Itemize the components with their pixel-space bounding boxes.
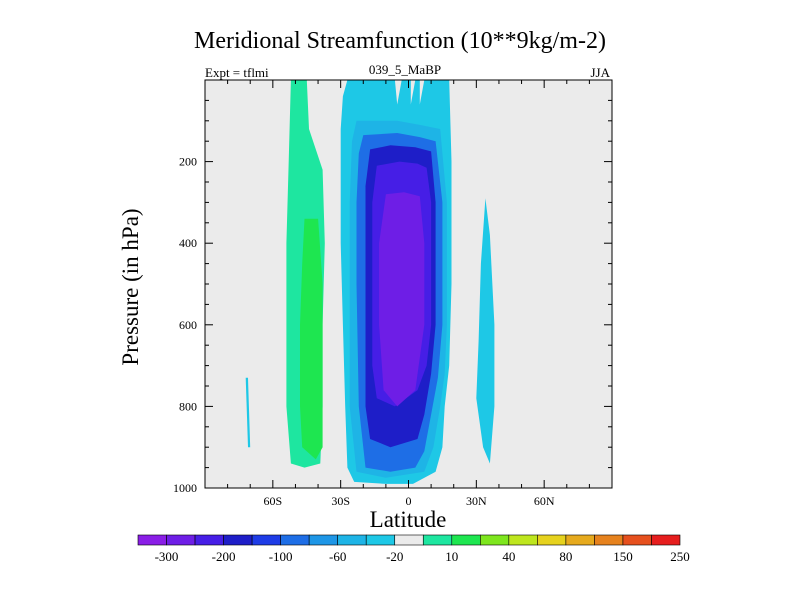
colorbar-label: 250 [670,549,690,564]
colorbar-box [137,534,167,546]
y-axis-label: Pressure (in hPa) [118,208,143,365]
colorbar-label: -100 [269,549,293,564]
y-tick-label: 1000 [173,481,197,495]
contour-region-northern-cell [476,198,495,464]
x-axis-label: Latitude [370,507,447,532]
colorbar-box [194,534,224,546]
colorbar-label: -60 [329,549,346,564]
colorbar-box [422,534,453,546]
colorbar-box [166,534,196,546]
colorbar-label: 40 [502,549,515,564]
colorbar-box [594,534,624,546]
colorbar-box [565,534,595,546]
colorbar-box [622,534,652,546]
colorbar-box [451,534,481,546]
x-tick-label: 60N [534,494,555,508]
y-tick-label: 200 [179,155,197,169]
colorbar-label: -20 [386,549,403,564]
contour-region-southern-cell-inner [300,218,323,460]
chart-title: Meridional Streamfunction (10**9kg/m-2) [194,28,606,54]
colorbar-box [337,534,367,546]
case-label: 039_5_MaBP [368,62,442,77]
x-tick-label: 30N [466,494,487,508]
colorbar-box [480,534,510,546]
colorbar-box [365,534,396,546]
colorbar-label: -300 [155,549,179,564]
colorbar-box [308,534,338,546]
colorbar-box [223,534,253,546]
x-tick-label: 60S [263,494,282,508]
colorbar-label: 150 [613,549,633,564]
colorbar-box [251,534,281,546]
contour-region-equatorial-cell-core [379,192,425,407]
colorbar-label: -200 [212,549,236,564]
x-tick-label: 0 [406,494,412,508]
colorbar-label: 80 [559,549,572,564]
colorbar-box [508,534,538,546]
season-label: JJA [590,65,610,80]
colorbar-box [394,534,424,546]
colorbar-box [280,534,310,546]
y-tick-label: 400 [179,236,197,250]
colorbar-box [537,534,567,546]
experiment-label: Expt = tflmi [205,65,269,80]
colorbar: -300 -200 -100 -60 -20 10 40 80 150 250 [137,534,690,564]
y-tick-label: 600 [179,318,197,332]
x-tick-label: 30S [331,494,350,508]
colorbar-label: 10 [445,549,458,564]
colorbar-box [651,534,681,546]
y-tick-label: 800 [179,399,197,413]
contour-region-southern-filament [245,377,251,448]
